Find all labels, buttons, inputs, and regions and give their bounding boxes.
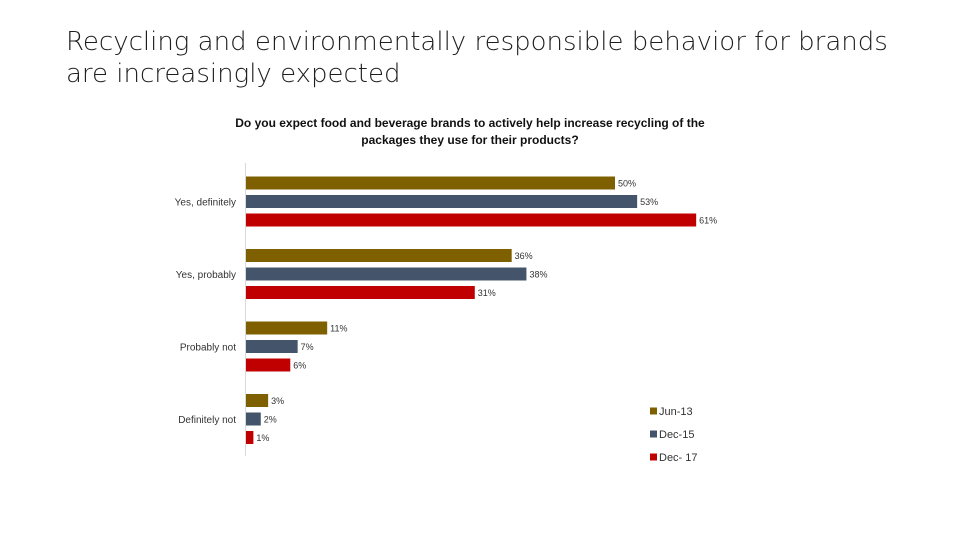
slide-title-line-1: Recycling and environmentally responsibl… — [66, 27, 888, 57]
bar-definitely-not-jun-13 — [246, 394, 269, 407]
value-label-yes-probably-dec-17: 31% — [478, 288, 496, 298]
category-label-yes-definitely: Yes, definitely — [175, 198, 236, 209]
value-label-yes-probably-dec-15: 38% — [529, 270, 547, 280]
value-label-yes-definitely-dec-15: 53% — [640, 197, 658, 207]
bar-probably-not-jun-13 — [246, 321, 328, 335]
category-label-definitely-not: Definitely not — [178, 415, 236, 426]
bar-definitely-not-dec-17 — [246, 431, 254, 444]
bar-probably-not-dec-15 — [246, 340, 298, 353]
bar-yes-probably-dec-15 — [246, 267, 527, 281]
bar-yes-probably-dec-17 — [246, 286, 475, 299]
legend-label-dec-17: Dec- 17 — [659, 452, 698, 464]
bar-yes-definitely-jun-13 — [246, 176, 615, 190]
chart-title: Do you expect food and beverage brands t… — [170, 115, 770, 149]
chart-title-line-1: Do you expect food and beverage brands t… — [235, 116, 705, 130]
legend-swatch-jun-13 — [650, 407, 657, 415]
slide-title: Recycling and environmentally responsibl… — [66, 26, 926, 90]
value-label-definitely-not-jun-13: 3% — [271, 396, 284, 406]
bar-yes-definitely-dec-17 — [246, 213, 697, 227]
value-label-definitely-not-dec-15: 2% — [264, 415, 277, 425]
slide-title-line-2: are increasingly expected — [66, 59, 401, 89]
category-label-probably-not: Probably not — [180, 343, 236, 354]
legend-label-jun-13: Jun-13 — [659, 406, 693, 418]
bar-yes-probably-jun-13 — [246, 249, 512, 262]
legend-swatch-dec-17 — [650, 453, 657, 461]
category-label-yes-probably: Yes, probably — [176, 270, 236, 281]
legend-label-dec-15: Dec-15 — [659, 429, 694, 441]
value-label-probably-not-dec-15: 7% — [301, 342, 314, 352]
bar-definitely-not-dec-15 — [246, 412, 261, 426]
value-label-yes-definitely-jun-13: 50% — [618, 179, 636, 189]
bar-probably-not-dec-17 — [246, 358, 291, 372]
value-label-probably-not-dec-17: 6% — [293, 361, 306, 371]
legend-swatch-dec-15 — [650, 430, 657, 438]
chart-title-line-2: packages they use for their products? — [361, 133, 579, 147]
value-label-yes-definitely-dec-17: 61% — [699, 216, 717, 226]
value-label-probably-not-jun-13: 11% — [330, 324, 347, 334]
value-label-definitely-not-dec-17: 1% — [256, 433, 269, 443]
value-label-yes-probably-jun-13: 36% — [515, 251, 533, 261]
bar-yes-definitely-dec-15 — [246, 195, 638, 208]
